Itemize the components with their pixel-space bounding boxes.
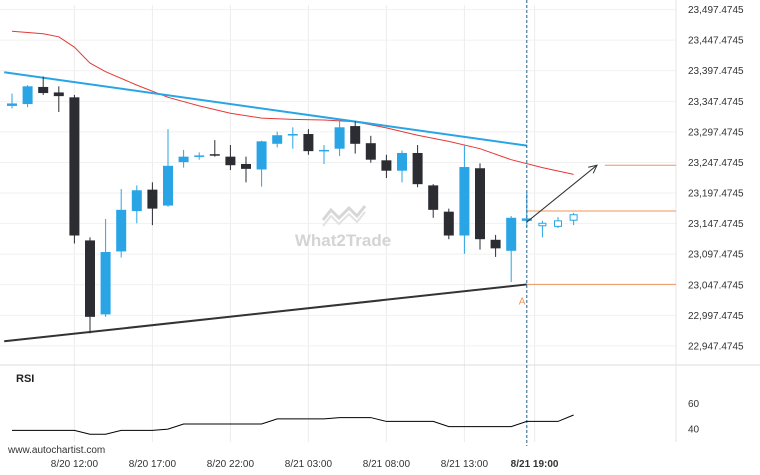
moving-average-line xyxy=(11,30,574,175)
candle-body xyxy=(412,152,423,185)
overlay: A xyxy=(519,0,598,446)
candle-body xyxy=(428,185,439,210)
moving-average-line xyxy=(11,30,574,175)
candle-body xyxy=(554,220,562,227)
candle-body xyxy=(443,211,454,236)
rsi-tick-label: 60 xyxy=(688,399,700,410)
candle-body xyxy=(334,127,345,149)
y-tick-label: 23,297.4745 xyxy=(688,127,744,138)
x-axis: 8/20 12:00 8/20 17:00 8/20 22:00 8/21 03:00… xyxy=(51,459,559,470)
y-tick-label: 23,447.4745 xyxy=(688,36,744,47)
x-tick-label: 8/20 17:00 xyxy=(129,459,177,470)
rsi-title: RSI xyxy=(16,373,34,385)
candle-body xyxy=(194,155,205,157)
candle-body xyxy=(209,154,220,156)
trend-lines xyxy=(4,71,527,343)
candle-body xyxy=(147,189,158,209)
candle-body xyxy=(538,222,547,227)
candle-body xyxy=(287,134,298,136)
x-tick-label: 8/21 03:00 xyxy=(285,459,333,470)
watermark: What2Trade xyxy=(295,205,391,250)
candle-body xyxy=(100,252,111,315)
candle-body xyxy=(85,240,95,317)
candle-body xyxy=(241,163,251,169)
y-tick-label: 22,947.4745 xyxy=(688,341,744,352)
y-tick-label: 23,047.4745 xyxy=(688,280,744,291)
watermark-logo-icon xyxy=(321,205,367,227)
forecast-arrow-head xyxy=(588,164,598,174)
y-tick-label: 23,247.4745 xyxy=(688,158,744,169)
y-tick-label: 23,397.4745 xyxy=(688,66,744,77)
pattern-point-label: A xyxy=(519,296,526,307)
y-tick-label: 23,197.4745 xyxy=(688,189,744,200)
y-tick-label: 23,147.4745 xyxy=(688,219,744,230)
y-tick-label: 23,097.4745 xyxy=(688,250,744,261)
candle-body xyxy=(521,218,532,221)
candle-body xyxy=(178,156,189,163)
candle-body xyxy=(490,239,501,249)
candle-body xyxy=(397,152,407,171)
resistance-trend-line xyxy=(4,71,527,147)
candle-body xyxy=(459,167,470,236)
y-tick-label: 23,347.4745 xyxy=(688,97,744,108)
support-trend-line xyxy=(4,283,527,343)
candle-body xyxy=(22,86,33,105)
y-tick-label: 23,497.4745 xyxy=(688,5,744,16)
candle-body xyxy=(131,190,142,212)
candle-body xyxy=(272,135,283,144)
price-levels xyxy=(526,164,676,285)
candle-body xyxy=(116,209,127,252)
x-tick-label: 8/21 13:00 xyxy=(441,459,489,470)
candle-body xyxy=(7,103,17,106)
x-tick-label: 8/20 22:00 xyxy=(207,459,255,470)
rsi-panel: RSI xyxy=(12,373,574,435)
forecast-arrow-line xyxy=(526,164,598,223)
candle-body xyxy=(163,165,173,206)
candle-body xyxy=(506,217,517,251)
candle-body xyxy=(365,143,376,160)
candle-body xyxy=(225,156,236,166)
rsi-line xyxy=(12,414,574,435)
candle-body xyxy=(475,168,485,240)
candle-body xyxy=(69,97,80,236)
candle-body xyxy=(303,134,314,152)
candle-body xyxy=(350,126,361,144)
watermark-text: What2Trade xyxy=(295,231,391,250)
candle-body xyxy=(38,86,49,94)
candle-body xyxy=(256,141,267,170)
x-tick-label: 8/21 19:00 xyxy=(511,459,559,470)
grid xyxy=(0,0,760,442)
rsi-tick-label: 40 xyxy=(688,425,700,436)
y-axis: 23,497.4745 23,447.4745 23,397.4745 23,347.… xyxy=(688,5,744,436)
y-tick-label: 22,997.4745 xyxy=(688,311,744,322)
candle-body xyxy=(53,92,64,97)
credit-text: www.autochartist.com xyxy=(7,445,105,456)
candle-body xyxy=(319,149,329,152)
candle-body xyxy=(381,160,392,171)
x-tick-label: 8/20 12:00 xyxy=(51,459,99,470)
x-tick-label: 8/21 08:00 xyxy=(363,459,411,470)
candle-body xyxy=(569,214,578,221)
candles xyxy=(7,76,578,334)
